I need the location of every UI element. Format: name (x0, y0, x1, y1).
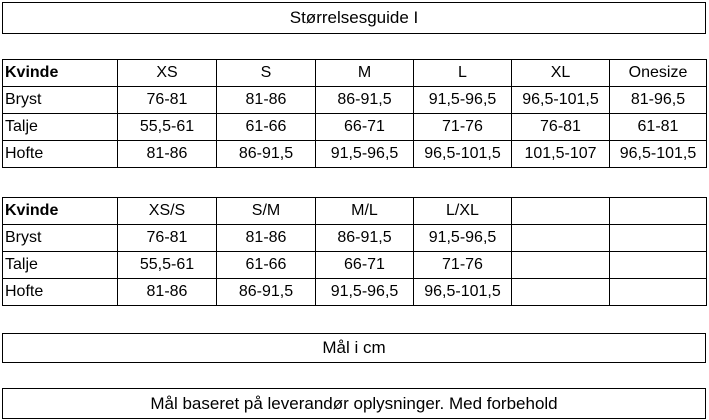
cell: 61-66 (216, 113, 316, 141)
row-label: Kvinde (2, 59, 118, 87)
cell: 71-76 (413, 113, 512, 141)
cell: 81-86 (117, 140, 217, 168)
empty-cell (609, 251, 707, 279)
cell: 96,5-101,5 (413, 140, 512, 168)
data-row: Hofte 81-86 86-91,5 91,5-96,5 96,5-101,5 101,… (2, 140, 707, 168)
header-row: Kvinde XS/S S/M M/L L/XL (2, 197, 707, 225)
cell: 76-81 (117, 86, 217, 114)
data-row: Bryst 76-81 81-86 86-91,5 91,5-96,5 (2, 224, 707, 252)
row-label: Hofte (2, 140, 118, 168)
title: Størrelsesguide I (289, 8, 419, 27)
cell: M/L (315, 197, 414, 225)
cell: 81-86 (117, 278, 217, 306)
row-label: Bryst (2, 224, 118, 252)
note: Mål baseret på leverandør oplysninger. M… (150, 393, 558, 413)
title-box: Størrelsesguide I (2, 2, 706, 34)
cell: 86-91,5 (216, 278, 316, 306)
cell: 91,5-96,5 (413, 86, 512, 114)
cell: 71-76 (413, 251, 512, 279)
cell: 81-86 (216, 86, 316, 114)
size-table: Kvinde XS S M L XL Onesize Bryst 76-81 81-86 86-91… (2, 59, 707, 168)
cell: 55,5-61 (117, 113, 217, 141)
row-label: Talje (2, 251, 118, 279)
cell: 96,5-101,5 (511, 86, 610, 114)
cell: 91,5-96,5 (315, 140, 414, 168)
cell: L/XL (413, 197, 512, 225)
cell: 86-91,5 (216, 140, 316, 168)
cell: 61-81 (609, 113, 707, 141)
cell: 86-91,5 (315, 224, 414, 252)
cell: Onesize (609, 59, 707, 87)
header-row: Kvinde XS S M L XL Onesize (2, 59, 707, 87)
cell: S/M (216, 197, 316, 225)
cell: 66-71 (315, 251, 414, 279)
row-label: Bryst (2, 86, 118, 114)
empty-cell (511, 251, 610, 279)
data-row: Talje 55,5-61 61-66 66-71 71-76 76-81 61-81 (2, 113, 707, 141)
empty-cell (609, 197, 707, 225)
size-table: Kvinde XS/S S/M M/L L/XL Bryst 76-81 81-86 86-91… (2, 197, 707, 306)
empty-cell (511, 224, 610, 252)
cell: 66-71 (315, 113, 414, 141)
cell: 96,5-101,5 (413, 278, 512, 306)
data-row: Talje 55,5-61 61-66 66-71 71-76 (2, 251, 707, 279)
empty-cell (609, 278, 707, 306)
empty-cell (511, 278, 610, 306)
cell: M (315, 59, 414, 87)
cell: 76-81 (511, 113, 610, 141)
cell: S (216, 59, 316, 87)
cell: 91,5-96,5 (315, 278, 414, 306)
data-row: Bryst 76-81 81-86 86-91,5 91,5-96,5 96,5-101,… (2, 86, 707, 114)
empty-cell (609, 224, 707, 252)
cell: 96,5-101,5 (609, 140, 707, 168)
cell: XL (511, 59, 610, 87)
row-label: Kvinde (2, 197, 118, 225)
data-row: Hofte 81-86 86-91,5 91,5-96,5 96,5-101,5 (2, 278, 707, 306)
note: Mål i cm (322, 338, 386, 357)
note-box: Mål baseret på leverandør oplysninger. M… (2, 388, 706, 419)
cell: 101,5-107 (511, 140, 610, 168)
cell: 55,5-61 (117, 251, 217, 279)
cell: L (413, 59, 512, 87)
cell: 91,5-96,5 (413, 224, 512, 252)
cell: XS (117, 59, 217, 87)
note-box: Mål i cm (2, 333, 706, 363)
cell: 61-66 (216, 251, 316, 279)
cell: 81-96,5 (609, 86, 707, 114)
row-label: Hofte (2, 278, 118, 306)
cell: 76-81 (117, 224, 217, 252)
empty-cell (511, 197, 610, 225)
cell: 81-86 (216, 224, 316, 252)
row-label: Talje (2, 113, 118, 141)
cell: XS/S (117, 197, 217, 225)
cell: 86-91,5 (315, 86, 414, 114)
